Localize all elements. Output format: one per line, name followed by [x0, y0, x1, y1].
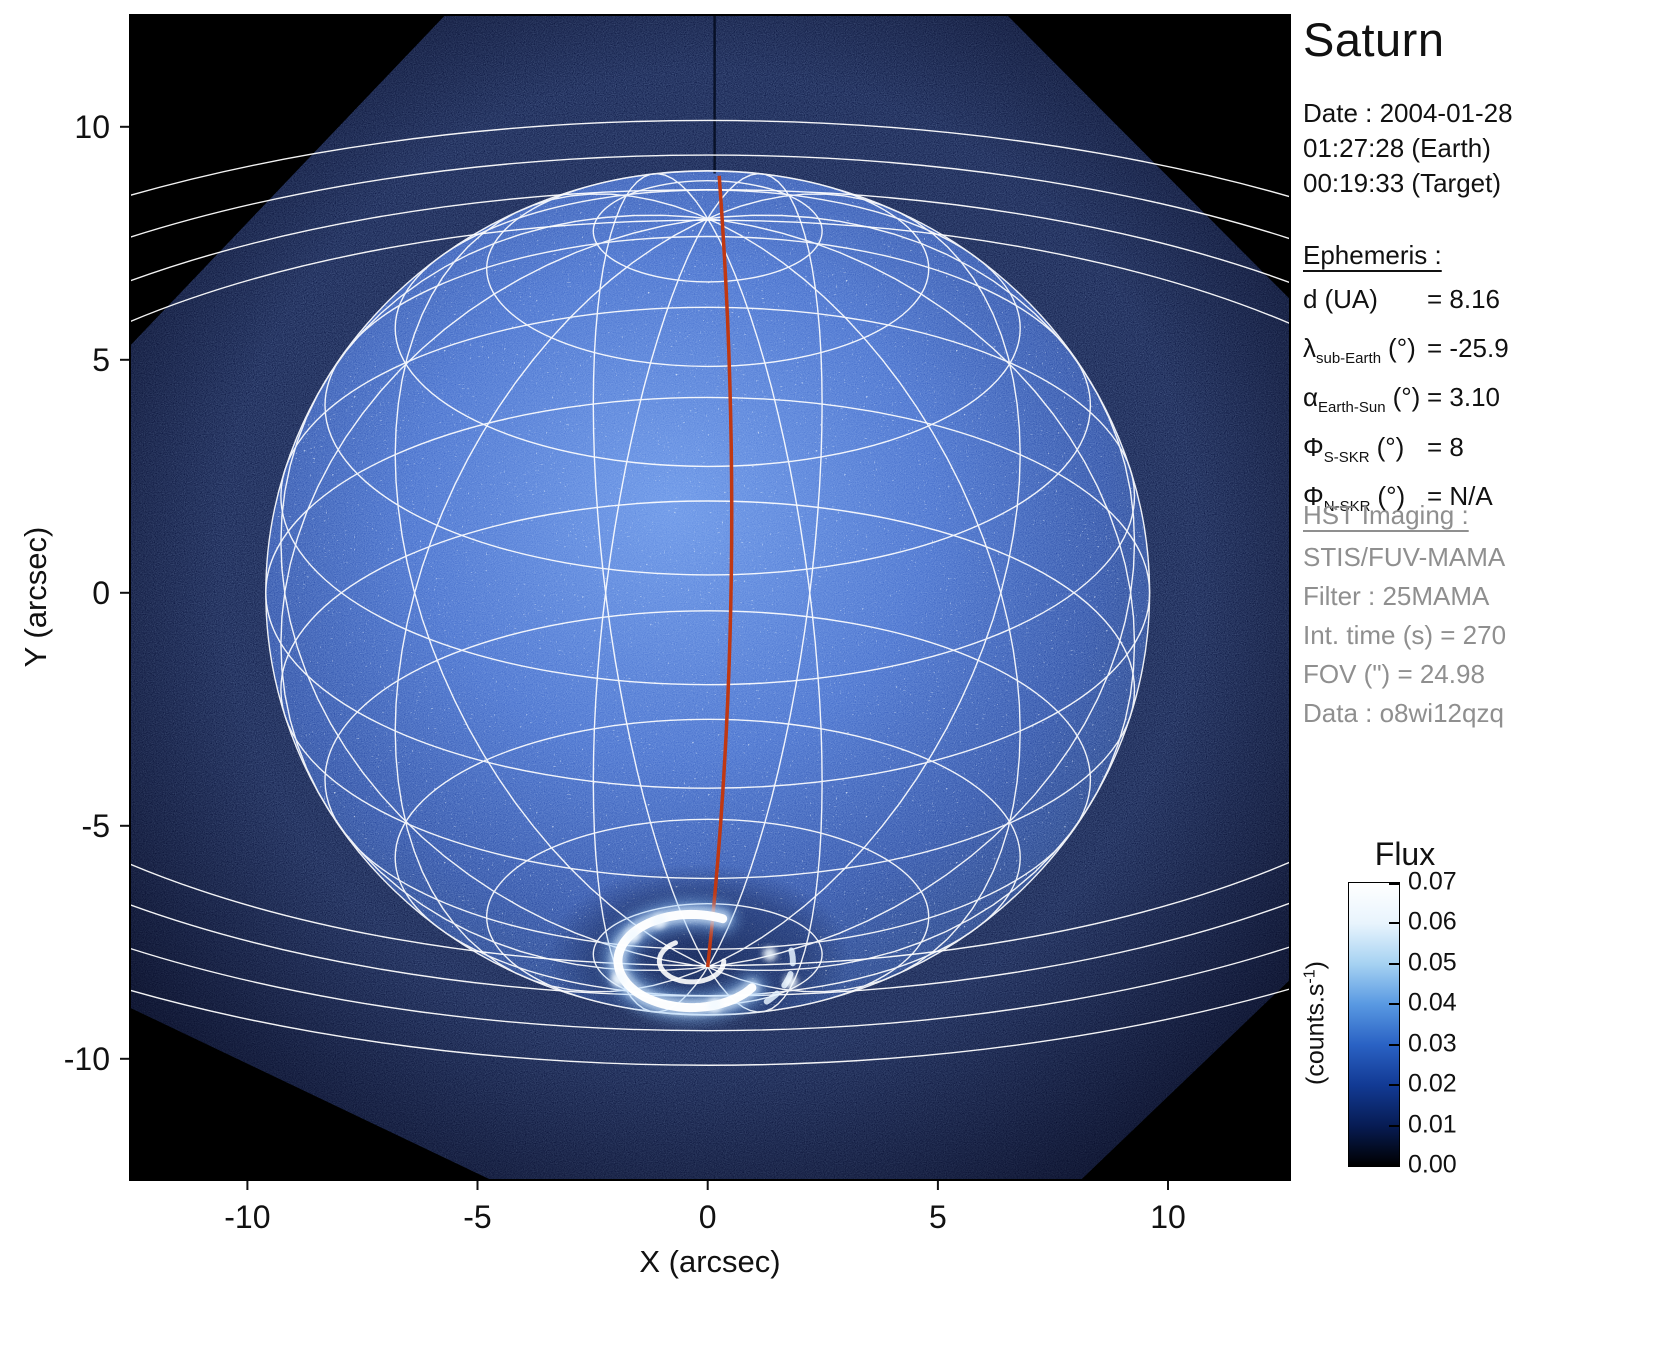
colorbar-unit-prefix: (counts.s — [1301, 983, 1330, 1085]
obs-time-target: 00:19:33 (Target) — [1303, 168, 1502, 198]
y-tick-label: 10 — [74, 109, 110, 145]
south-aurora — [603, 899, 798, 1023]
x-tick-label: -10 — [224, 1199, 270, 1235]
y-tick-label: 5 — [92, 342, 110, 378]
x-tick-label: 5 — [929, 1199, 947, 1235]
colorbar-ticks: 0.07 0.06 0.05 0.04 0.03 0.02 0.01 0.00 — [1408, 868, 1488, 1179]
colorbar-tick-label: 0.06 — [1408, 907, 1457, 936]
colorbar-tick-label: 0.01 — [1408, 1110, 1457, 1139]
sky-image — [130, 15, 1290, 1180]
colorbar-tick-label: 0.04 — [1408, 988, 1457, 1017]
hst-info-line: Data : o8wi12qzq — [1303, 698, 1504, 728]
hst-heading: HST Imaging : — [1303, 500, 1469, 530]
hst-info-line: Filter : 25MAMA — [1303, 581, 1490, 611]
colorbar-tick-mark — [1389, 1124, 1399, 1127]
ephemeris-heading: Ephemeris : — [1303, 240, 1442, 270]
observation-block: Date : 2004-01-28 01:27:28 (Earth) 00:19… — [1303, 96, 1513, 201]
info-panel: Saturn Date : 2004-01-28 01:27:28 (Earth… — [1303, 0, 1676, 1367]
colorbar-tick-mark — [1389, 1164, 1399, 1166]
colorbar-tick-mark — [1389, 922, 1399, 925]
y-tick-label: 0 — [92, 575, 110, 611]
ephemeris-row: d (UA) = 8.16 — [1303, 284, 1501, 314]
x-tick-label: 0 — [699, 1199, 717, 1235]
colorbar-unit-sup: -1 — [1301, 969, 1319, 984]
x-axis-title: X (arcsec) — [639, 1244, 781, 1279]
target-title: Saturn — [1303, 13, 1445, 66]
hst-info-line: Int. time (s) = 270 — [1303, 620, 1507, 650]
obs-date: Date : 2004-01-28 — [1303, 98, 1513, 128]
hst-info: STIS/FUV-MAMA Filter : 25MAMA Int. time (s… — [1303, 538, 1506, 733]
colorbar-title: Flux — [1374, 836, 1436, 872]
ephemeris-row: ΦS-SKR (°) = 8 — [1303, 431, 1464, 466]
x-tick-label: -5 — [463, 1199, 491, 1235]
y-tick-label: -10 — [64, 1041, 110, 1077]
colorbar-tick-mark — [1389, 883, 1399, 885]
colorbar-tick-mark — [1389, 1003, 1399, 1006]
ephemeris-row: αEarth-Sun (°) = 3.10 — [1303, 382, 1501, 417]
plot-frame — [129, 14, 1291, 1181]
central-meridian — [705, 175, 734, 968]
colorbar-tick-label: 0.02 — [1408, 1069, 1457, 1098]
y-axis-title: Y (arcsec) — [18, 526, 53, 668]
colorbar — [1348, 882, 1400, 1167]
colorbar-tick-mark — [1389, 962, 1399, 965]
y-tick-label: -5 — [82, 808, 110, 844]
colorbar-tick-label: 0.03 — [1408, 1029, 1457, 1058]
ephemeris-row: λsub-Earth (°) = -25.9 — [1303, 333, 1509, 368]
colorbar-tick-label: 0.00 — [1408, 1150, 1457, 1179]
hst-info-line: STIS/FUV-MAMA — [1303, 542, 1506, 572]
saturn-plot: -10 -5 0 5 10 10 5 0 -5 -10 — [64, 14, 1291, 1235]
colorbar-tick-label: 0.05 — [1408, 948, 1457, 977]
colorbar-tick-label: 0.07 — [1408, 867, 1457, 896]
x-tick-label: 10 — [1150, 1199, 1186, 1235]
colorbar-unit-suffix: ) — [1301, 961, 1330, 970]
axes: -10 -5 0 5 10 10 5 0 -5 -10 — [64, 14, 1291, 1235]
hst-info-line: FOV (") = 24.98 — [1303, 659, 1485, 689]
ephemeris-row: ΦN-SKR (°) = N/A — [1303, 480, 1493, 515]
colorbar-unit: (counts.s-1) — [1301, 961, 1330, 1085]
colorbar-tick-mark — [1389, 1084, 1399, 1087]
obs-time-earth: 01:27:28 (Earth) — [1303, 133, 1491, 163]
colorbar-tick-mark — [1389, 1043, 1399, 1046]
ephemeris-table: d (UA) = 8.16 λsub-Earth (°) = -25.9 αEarth-Su… — [1303, 280, 1676, 526]
